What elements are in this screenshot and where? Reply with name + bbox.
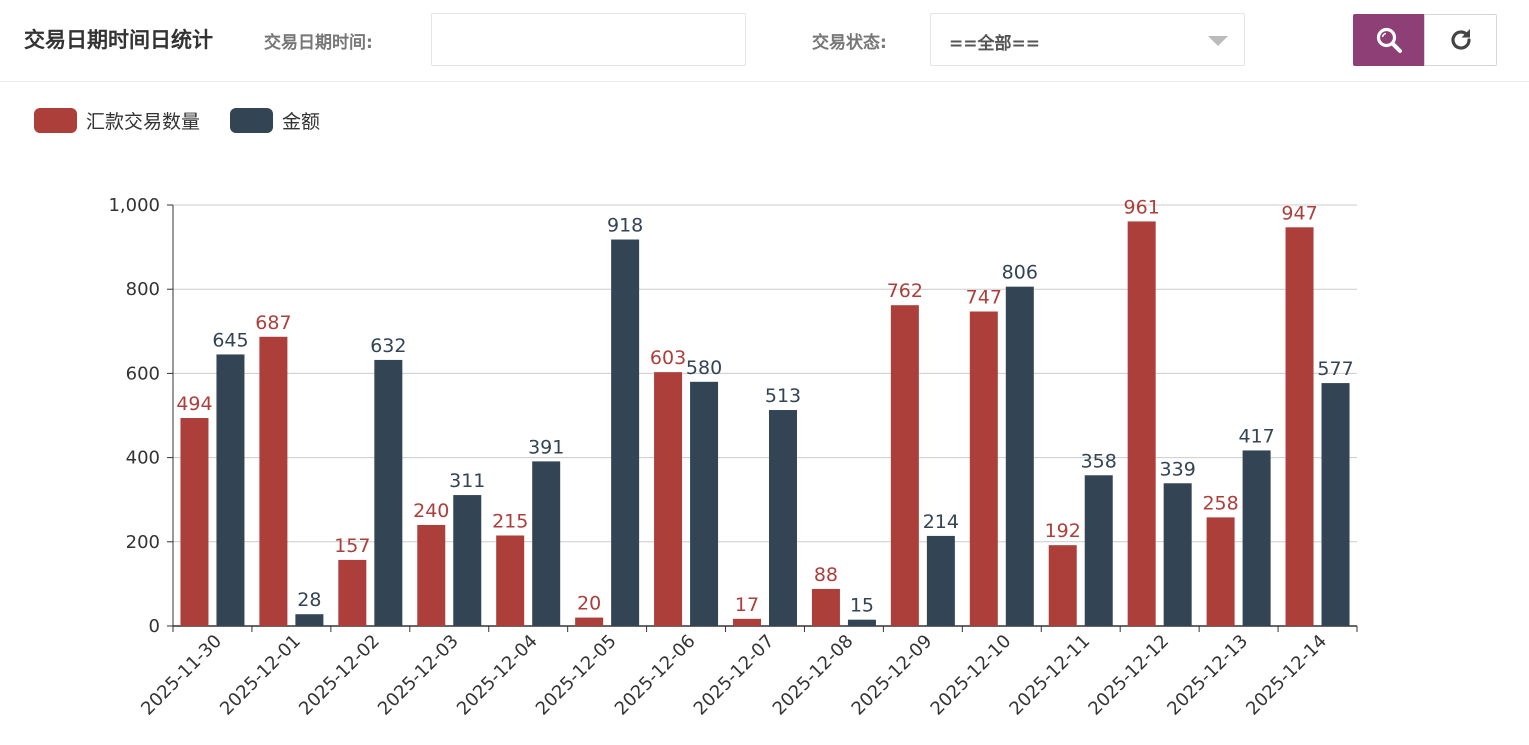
bar-count <box>733 618 761 626</box>
x-tick-label: 2025-12-10 <box>927 631 1016 720</box>
data-label-count: 157 <box>334 535 370 557</box>
search-button[interactable] <box>1353 14 1425 66</box>
refresh-icon <box>1450 29 1471 50</box>
bar-amount <box>1242 450 1271 626</box>
data-label-count: 17 <box>735 594 759 616</box>
data-label-count: 762 <box>887 280 923 302</box>
bar-amount <box>1163 483 1192 626</box>
data-label-amount: 28 <box>297 589 321 611</box>
bar-amount <box>216 354 245 626</box>
bar-amount <box>769 410 797 626</box>
bar-amount <box>847 619 876 626</box>
bar-count <box>180 418 209 626</box>
data-label-amount: 311 <box>449 470 485 492</box>
data-label-amount: 632 <box>370 335 406 357</box>
bar-count <box>1048 545 1077 626</box>
data-label-count: 240 <box>413 500 449 522</box>
data-label-count: 20 <box>577 593 601 615</box>
bar-amount <box>926 535 955 626</box>
data-label-amount: 358 <box>1081 450 1117 472</box>
bar-amount <box>453 495 482 626</box>
data-label-amount: 645 <box>212 329 248 351</box>
data-label-count: 947 <box>1281 202 1317 224</box>
bar-amount <box>1321 383 1350 626</box>
chevron-down-icon <box>1208 36 1228 46</box>
data-label-count: 192 <box>1045 520 1081 542</box>
x-tick-label: 2025-12-05 <box>532 631 621 720</box>
bar-count <box>575 617 604 626</box>
data-label-count: 961 <box>1124 196 1160 218</box>
bar-amount <box>690 381 719 626</box>
bar-count <box>654 372 683 626</box>
data-label-count: 88 <box>814 564 838 586</box>
bar-count <box>811 588 840 626</box>
bar-amount <box>611 239 640 626</box>
x-tick-label: 2025-12-07 <box>690 631 779 720</box>
status-label: 交易状态: <box>812 33 887 53</box>
data-label-amount: 15 <box>850 595 874 617</box>
x-tick-label: 2025-12-12 <box>1084 631 1173 720</box>
bar-amount <box>1005 286 1034 626</box>
x-tick-label: 2025-12-09 <box>848 631 937 720</box>
x-tick-label: 2025-12-08 <box>769 631 858 720</box>
data-label-amount: 918 <box>607 215 643 237</box>
data-label-amount: 214 <box>923 511 959 533</box>
date-input[interactable] <box>431 13 746 66</box>
data-label-count: 603 <box>650 347 686 369</box>
bar-count <box>1206 517 1235 626</box>
legend-swatch-amount <box>230 108 273 133</box>
bar-amount <box>374 359 403 626</box>
data-label-count: 258 <box>1202 492 1238 514</box>
status-select[interactable]: ==全部== <box>930 13 1245 66</box>
bar-count <box>259 336 288 626</box>
y-tick-label: 200 <box>126 532 160 553</box>
legend-label-count: 汇款交易数量 <box>86 111 201 133</box>
x-tick-label: 2025-12-13 <box>1163 631 1252 720</box>
status-select-value: ==全部== <box>949 34 1040 54</box>
x-tick-label: 2025-12-06 <box>611 631 700 720</box>
data-label-amount: 391 <box>528 436 564 458</box>
search-icon <box>1376 27 1402 53</box>
x-tick-label: 2025-11-30 <box>137 631 226 720</box>
bar-amount <box>1084 475 1113 626</box>
data-label-amount: 577 <box>1317 358 1353 380</box>
x-tick-label: 2025-12-11 <box>1005 631 1094 720</box>
date-label: 交易日期时间: <box>264 33 373 53</box>
data-label-amount: 417 <box>1238 425 1274 447</box>
legend-swatch-count <box>34 108 77 133</box>
x-tick-label: 2025-12-14 <box>1242 631 1331 720</box>
x-tick-label: 2025-12-04 <box>453 631 542 720</box>
y-tick-label: 0 <box>149 616 160 637</box>
data-label-amount: 513 <box>765 385 801 407</box>
page-title: 交易日期时间日统计 <box>24 28 213 52</box>
bar-amount <box>295 614 324 626</box>
y-tick-label: 800 <box>126 279 160 300</box>
y-tick-label: 1,000 <box>108 195 160 216</box>
bar-amount <box>532 461 561 626</box>
data-label-amount: 806 <box>1002 262 1038 284</box>
bar-count <box>1127 221 1156 626</box>
bar-count <box>417 524 446 626</box>
data-label-count: 747 <box>966 287 1002 309</box>
x-tick-label: 2025-12-03 <box>374 631 463 720</box>
data-label-amount: 580 <box>686 357 722 379</box>
bar-count <box>496 535 525 626</box>
legend-label-amount: 金额 <box>282 111 321 133</box>
refresh-button[interactable] <box>1424 14 1497 66</box>
x-tick-label: 2025-12-02 <box>295 631 384 720</box>
data-label-count: 494 <box>176 393 212 415</box>
data-label-count: 215 <box>492 510 528 532</box>
y-tick-label: 600 <box>126 363 160 384</box>
y-tick-label: 400 <box>126 448 160 469</box>
data-label-amount: 339 <box>1160 458 1196 480</box>
bar-count <box>890 305 919 626</box>
bar-count <box>338 559 367 626</box>
data-label-count: 687 <box>255 312 291 334</box>
x-tick-label: 2025-12-01 <box>216 631 305 720</box>
bar-count <box>1285 227 1314 627</box>
toolbar: 交易日期时间日统计 交易日期时间: 交易状态: ==全部== <box>0 0 1529 82</box>
bar-count <box>969 311 998 626</box>
